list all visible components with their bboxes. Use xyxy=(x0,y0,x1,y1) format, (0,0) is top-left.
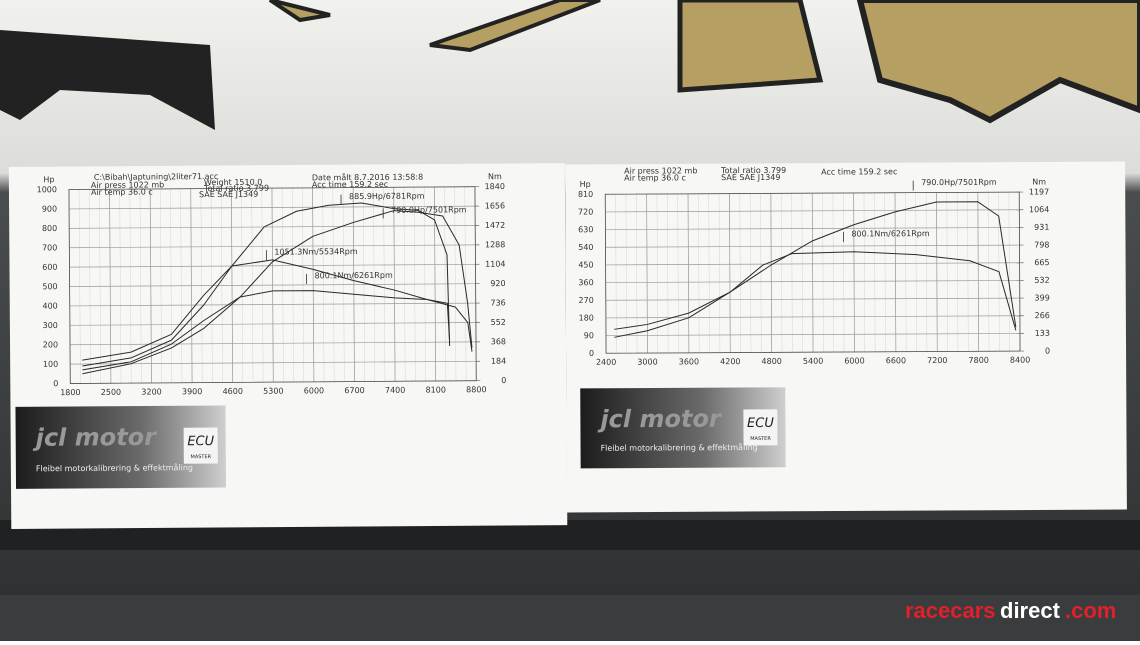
y-tick-label: 1000 xyxy=(37,185,57,194)
y2-axis-label: Nm xyxy=(488,172,502,181)
x-tick-label: 8400 xyxy=(1010,356,1030,365)
y-tick-label: 360 xyxy=(578,278,593,287)
y-tick-label: 0 xyxy=(589,349,594,358)
livery-gold xyxy=(680,0,820,90)
annotation: 885.9Hp/6781Rpm xyxy=(349,192,425,202)
annotation: 790.0Hp/7501Rpm xyxy=(921,178,997,187)
y2-tick-label: 1288 xyxy=(485,240,505,249)
header-text: Acc time 159.2 sec xyxy=(312,180,388,190)
y2-tick-label: 0 xyxy=(1045,346,1050,355)
x-tick-label: 6600 xyxy=(886,356,906,365)
y2-tick-label: 736 xyxy=(490,298,505,307)
x-tick-label: 5400 xyxy=(803,357,823,366)
x-tick-label: 3600 xyxy=(679,357,699,366)
y-tick-label: 200 xyxy=(43,340,58,349)
ecu-text: ECU xyxy=(187,434,214,449)
x-tick-label: 4800 xyxy=(762,357,782,366)
x-tick-label: 1800 xyxy=(60,388,80,397)
y2-tick-label: 1840 xyxy=(485,182,505,191)
logo-brand: jcl motor xyxy=(32,423,159,452)
y2-tick-label: 532 xyxy=(1034,276,1049,285)
watermark-text: .com xyxy=(1065,598,1116,623)
x-tick-label: 4200 xyxy=(720,357,740,366)
annotation: 800.1Nm/6261Rpm xyxy=(315,271,393,281)
y2-tick-label: 552 xyxy=(491,318,506,327)
x-tick-label: 7400 xyxy=(385,386,405,395)
y-tick-label: 700 xyxy=(42,243,57,252)
y-tick-label: 270 xyxy=(578,296,593,305)
y2-axis-label: Nm xyxy=(1032,177,1046,186)
x-tick-label: 2500 xyxy=(101,388,121,397)
y-axis-label: Hp xyxy=(580,180,591,189)
ecu-master: MASTER xyxy=(750,436,771,442)
y2-tick-label: 266 xyxy=(1035,311,1050,320)
header-text: Air temp 36.0 c xyxy=(624,173,686,182)
y2-tick-label: 184 xyxy=(491,357,506,366)
x-tick-label: 3000 xyxy=(637,357,657,366)
x-tick-label: 4600 xyxy=(223,387,243,396)
annotation: 1051.3Nm/5534Rpm xyxy=(274,247,358,257)
y-tick-label: 90 xyxy=(584,331,594,340)
x-tick-label: 7200 xyxy=(927,356,947,365)
header-text: SAE SAE J1349 xyxy=(199,190,258,199)
x-tick-label: 3900 xyxy=(182,387,202,396)
y-tick-label: 800 xyxy=(42,224,57,233)
y2-tick-label: 1064 xyxy=(1029,205,1049,214)
y-tick-label: 810 xyxy=(578,190,593,199)
y-tick-label: 900 xyxy=(42,205,57,214)
y-tick-label: 600 xyxy=(42,263,57,272)
logo-brand: jcl motor xyxy=(596,405,723,434)
y2-tick-label: 798 xyxy=(1034,240,1049,249)
y-tick-label: 500 xyxy=(42,282,57,291)
y-tick-label: 0 xyxy=(53,379,58,388)
x-tick-label: 8800 xyxy=(466,385,486,394)
annotation: 790.0Hp/7501Rpm xyxy=(391,205,467,215)
y2-tick-label: 1197 xyxy=(1029,187,1049,196)
y-tick-label: 540 xyxy=(578,243,593,252)
y2-tick-label: 1656 xyxy=(485,201,505,210)
header-text: Air temp 36.0 c xyxy=(91,187,153,196)
annotation: 800.1Nm/6261Rpm xyxy=(851,229,929,238)
logo-tagline: Fleibel motorkalibrering & effektmåling xyxy=(601,442,758,453)
ecu-master: MASTER xyxy=(190,454,211,460)
y2-tick-label: 1104 xyxy=(485,260,505,269)
y-tick-label: 300 xyxy=(43,321,58,330)
x-tick-label: 3200 xyxy=(141,387,161,396)
y2-tick-label: 665 xyxy=(1034,258,1049,267)
y-tick-label: 720 xyxy=(578,207,593,216)
y2-tick-label: 0 xyxy=(501,376,506,385)
y2-tick-label: 920 xyxy=(490,279,505,288)
y2-tick-label: 368 xyxy=(491,337,506,346)
x-tick-label: 6000 xyxy=(844,356,864,365)
y-tick-label: 630 xyxy=(578,225,593,234)
watermark-text: direct xyxy=(1000,598,1061,623)
y2-tick-label: 133 xyxy=(1035,329,1050,338)
ecu-text: ECU xyxy=(747,416,774,431)
y-axis-label: Hp xyxy=(43,175,54,184)
logo-tagline: Fleibel motorkalibrering & effektmåling xyxy=(36,462,193,473)
y-tick-label: 100 xyxy=(43,360,58,369)
x-tick-label: 5300 xyxy=(263,387,283,396)
x-tick-label: 7800 xyxy=(969,356,989,365)
x-tick-label: 6000 xyxy=(304,386,324,395)
y-tick-label: 400 xyxy=(42,302,57,311)
y-tick-label: 450 xyxy=(578,260,593,269)
x-tick-label: 6700 xyxy=(344,386,364,395)
watermark: racecars direct .com xyxy=(905,598,1116,623)
header-text: Acc time 159.2 sec xyxy=(821,167,897,176)
y2-tick-label: 399 xyxy=(1034,293,1049,302)
x-tick-label: 2400 xyxy=(596,358,616,367)
watermark-text: racecars xyxy=(905,598,996,623)
x-tick-label: 8100 xyxy=(426,385,446,394)
header-text: SAE SAE J1349 xyxy=(721,173,780,182)
y-tick-label: 180 xyxy=(579,313,594,322)
y2-tick-label: 1472 xyxy=(485,221,505,230)
y2-tick-label: 931 xyxy=(1034,223,1049,232)
